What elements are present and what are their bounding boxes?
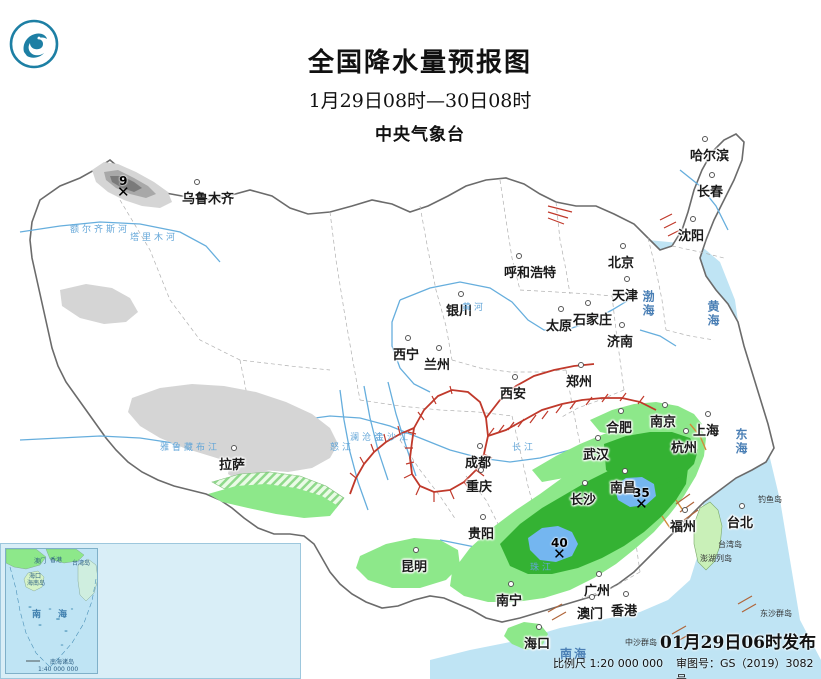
- city-dot: [662, 402, 668, 408]
- city-dot: [578, 362, 584, 368]
- city-dot: [709, 172, 715, 178]
- city-dot: [512, 374, 518, 380]
- city-dot: [558, 306, 564, 312]
- city-dot: [585, 300, 591, 306]
- precip-center-cross-icon: ✕: [117, 183, 130, 201]
- city-dot: [480, 514, 486, 520]
- city-dot: [589, 594, 595, 600]
- city-dot: [705, 411, 711, 417]
- city-dot: [624, 276, 630, 282]
- precip-center-value: 35: [633, 486, 650, 500]
- city-dot: [620, 243, 626, 249]
- city-dot: [436, 345, 442, 351]
- city-dot: [595, 435, 601, 441]
- city-dot: [623, 591, 629, 597]
- city-dot: [683, 428, 689, 434]
- city-dot: [619, 322, 625, 328]
- city-dot: [596, 571, 602, 577]
- page-title: 全国降水量预报图: [307, 48, 532, 78]
- precip-center-cross-icon: ✕: [553, 545, 566, 563]
- city-dot: [405, 335, 411, 341]
- city-dot: [682, 507, 688, 513]
- city-dot: [413, 547, 419, 553]
- precip-center-value: 40: [551, 536, 568, 550]
- issue-time: 01月29日06时发布: [660, 633, 816, 653]
- map-scale: 比例尺 1:20 000 000: [553, 657, 664, 670]
- city-dot: [458, 291, 464, 297]
- inset-label: 香港: [50, 557, 63, 564]
- city-dot: [194, 179, 200, 185]
- map-title-block: 全国降水量预报图 1月29日08时—30日08时 中央气象台: [230, 42, 610, 145]
- city-dot: [516, 253, 522, 259]
- city-dot: [477, 443, 483, 449]
- forecast-period: 1月29日08时—30日08时: [308, 90, 532, 112]
- city-dot: [508, 581, 514, 587]
- inset-label: 澳门: [34, 558, 47, 565]
- city-dot: [690, 216, 696, 222]
- city-dot: [231, 445, 237, 451]
- city-dot: [702, 136, 708, 142]
- inset-label: 1:40 000 000: [38, 666, 79, 673]
- inset-label: 南海诸岛: [50, 659, 75, 666]
- south-china-sea-inset: 南 海 澳门 香港 台湾岛海口 海南岛南海诸岛 1:40 000 000: [5, 548, 98, 674]
- inset-label: 海口: [29, 573, 42, 580]
- city-dot: [536, 624, 542, 630]
- city-dot: [622, 468, 628, 474]
- frost-line-barbs: [349, 213, 681, 502]
- inset-sea-label: 南 海: [32, 610, 72, 620]
- inset-label: 海南岛: [27, 580, 46, 587]
- map-review-number: 审图号：GS（2019）3082号: [676, 657, 814, 679]
- city-dot: [618, 408, 624, 414]
- precip-center-marker: 40 ✕: [551, 536, 568, 563]
- city-dot: [582, 480, 588, 486]
- issuing-agency: 中央气象台: [375, 125, 465, 145]
- inset-label: 台湾岛: [72, 560, 91, 567]
- cma-dragon-logo: [9, 19, 59, 69]
- city-dot: [478, 467, 484, 473]
- precip-center-marker: 35 ✕: [633, 486, 650, 513]
- precip-center-value: 9: [119, 174, 128, 188]
- precip-center-marker: 9 ✕: [117, 174, 130, 201]
- precip-center-cross-icon: ✕: [635, 495, 648, 513]
- front-marks: [547, 205, 573, 225]
- city-dot: [739, 503, 745, 509]
